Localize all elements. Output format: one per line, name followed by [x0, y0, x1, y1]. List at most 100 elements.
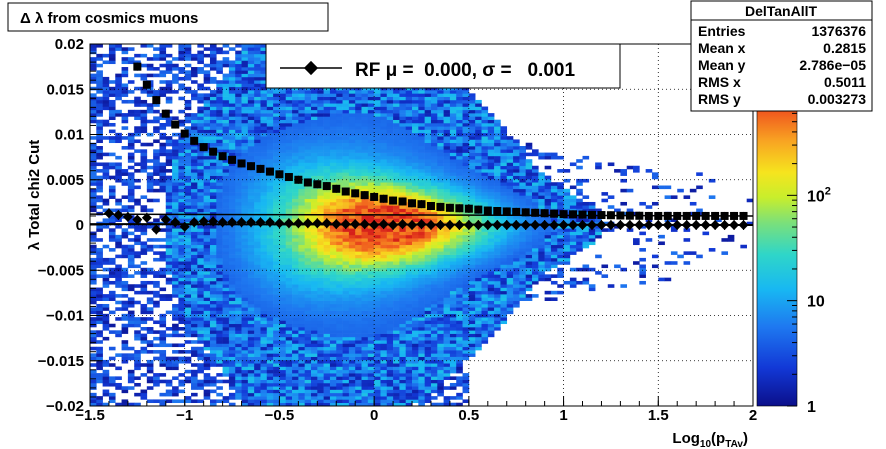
heatmap-cell: [285, 122, 293, 127]
heatmap-cell: [380, 396, 388, 400]
heatmap-cell: [323, 353, 331, 357]
heatmap-cell: [247, 90, 255, 94]
heatmap-cell: [361, 155, 369, 160]
heatmap-cell: [317, 192, 324, 196]
heatmap-cell: [197, 116, 204, 120]
heatmap-cell: [380, 129, 388, 134]
heatmap-cell: [209, 178, 217, 183]
heatmap-cell: [348, 307, 356, 311]
heatmap-cell: [348, 402, 356, 406]
heatmap-cell: [178, 122, 186, 127]
heatmap-cell: [273, 261, 280, 265]
heatmap-cell: [412, 294, 419, 298]
heatmap-cell: [178, 300, 186, 305]
heatmap-cell: [197, 178, 204, 183]
heatmap-cell: [228, 86, 236, 91]
heatmap-cell: [216, 251, 223, 255]
heatmap-cell: [222, 333, 230, 338]
heatmap-cell: [298, 185, 305, 190]
heatmap-cell: [279, 201, 287, 206]
heatmap-cell: [222, 359, 230, 364]
heatmap-cell: [336, 99, 343, 104]
heatmap-cell: [285, 205, 293, 209]
heatmap-cell: [254, 261, 261, 265]
heatmap-cell: [273, 211, 280, 216]
heatmap-cell: [273, 122, 280, 127]
heatmap-cell: [418, 234, 425, 239]
heatmap-cell: [292, 264, 299, 269]
heatmap-cell: [292, 159, 299, 163]
heatmap-cell: [336, 382, 343, 387]
heatmap-cell: [178, 327, 186, 331]
heatmap-cell: [260, 175, 268, 180]
heatmap-cell: [380, 86, 388, 91]
heatmap-cell: [374, 353, 381, 357]
heatmap-cell: [241, 313, 249, 318]
heatmap-cell: [90, 244, 97, 249]
heatmap-cell: [348, 136, 356, 140]
heatmap-cell: [140, 53, 148, 58]
heatmap-cell: [374, 182, 381, 186]
heatmap-cell: [90, 333, 97, 338]
heatmap-cell: [355, 169, 362, 173]
heatmap-cell: [399, 234, 407, 239]
heatmap-cell: [108, 257, 116, 262]
heatmap-cell: [134, 382, 141, 387]
heatmap-cell: [342, 96, 350, 101]
heatmap-cell: [235, 369, 242, 374]
heatmap-cell: [235, 113, 242, 117]
heatmap-cell: [159, 244, 167, 249]
heatmap-cell: [241, 294, 249, 298]
heatmap-cell: [90, 340, 97, 344]
heatmap-cell: [203, 234, 211, 239]
heatmap-cell: [228, 93, 236, 97]
heatmap-cell: [247, 152, 255, 157]
heatmap-cell: [323, 244, 331, 249]
heatmap-cell: [342, 386, 350, 390]
heatmap-cell: [254, 379, 261, 384]
heatmap-cell: [342, 396, 350, 400]
heatmap-cell: [298, 307, 305, 311]
heatmap-cell: [266, 182, 274, 186]
heatmap-cell: [412, 336, 419, 341]
heatmap-cell: [285, 251, 293, 255]
heatmap-cell: [222, 284, 230, 288]
heatmap-cell: [386, 310, 394, 315]
heatmap-cell: [279, 399, 287, 404]
heatmap-cell: [216, 330, 223, 334]
heatmap-cell: [285, 244, 293, 249]
heatmap-cell: [361, 175, 369, 180]
heatmap-cell: [184, 303, 192, 308]
heatmap-cell: [235, 382, 242, 387]
heatmap-cell: [159, 146, 167, 150]
heatmap-cell: [374, 376, 381, 380]
heatmap-cell: [336, 353, 343, 357]
heatmap-cell: [184, 218, 192, 223]
heatmap-cell: [146, 185, 154, 190]
heatmap-cell: [348, 119, 356, 124]
heatmap-cell: [292, 103, 299, 107]
heatmap-cell: [285, 350, 293, 354]
heatmap-cell: [172, 192, 179, 196]
heatmap-cell: [380, 284, 388, 288]
heatmap-cell: [285, 99, 293, 104]
heatmap-cell: [386, 267, 394, 272]
heatmap-cell: [304, 211, 312, 216]
heatmap-cell: [304, 129, 312, 134]
heatmap-cell: [241, 396, 249, 400]
heatmap-cell: [361, 136, 369, 140]
heatmap-cell: [374, 271, 381, 275]
heatmap-cell: [418, 248, 425, 252]
heatmap-cell: [172, 366, 179, 371]
heatmap-cell: [361, 300, 369, 305]
heatmap-cell: [418, 323, 425, 328]
heatmap-cell: [355, 257, 362, 262]
heatmap-cell: [405, 169, 413, 173]
heatmap-cell: [235, 109, 242, 114]
heatmap-cell: [247, 60, 255, 65]
heatmap-cell: [153, 294, 160, 298]
heatmap-cell: [165, 201, 173, 206]
heatmap-cell: [184, 287, 192, 292]
heatmap-cell: [140, 320, 148, 325]
heatmap-cell: [323, 188, 331, 193]
